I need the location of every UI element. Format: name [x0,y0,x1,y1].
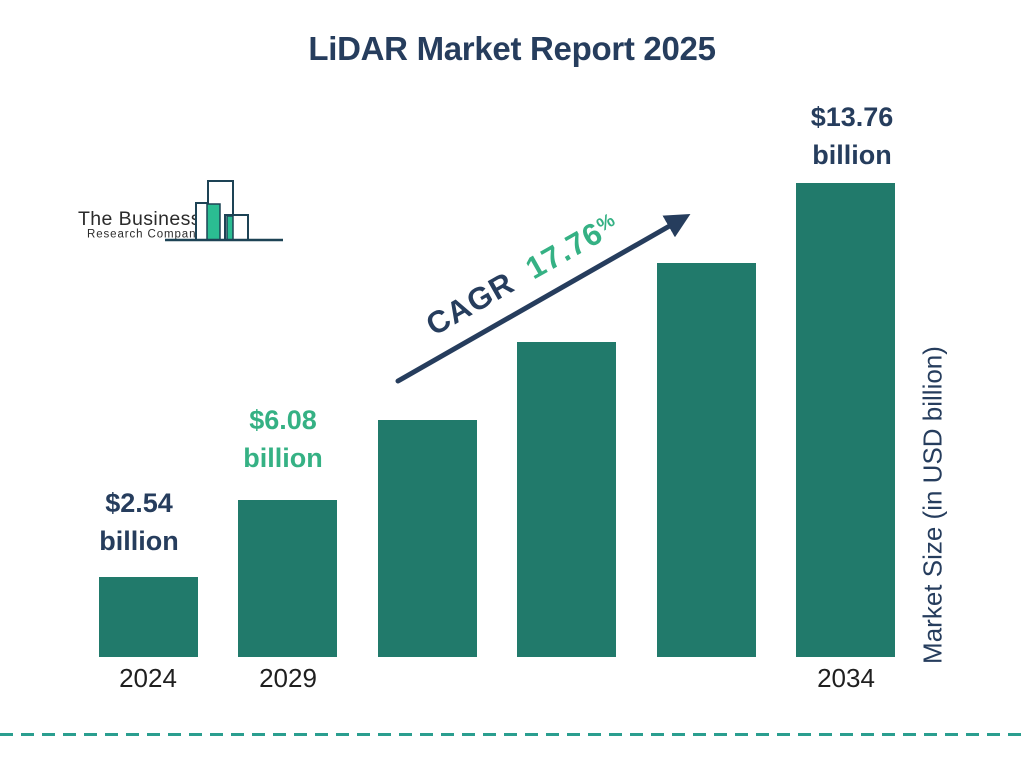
bar-2024 [99,577,198,657]
bar-forecast-2 [378,420,477,657]
value-unit: billion [99,526,179,556]
value-unit: billion [243,443,323,473]
logo-chart-icon: The Business Research Company [78,180,283,242]
x-axis-label-2024: 2024 [119,663,177,693]
cagr-arrow [395,214,691,384]
logo-text-line2: Research Company [87,229,203,241]
value-label-2034: $13.76 billion [762,98,942,174]
value-label-2024: $2.54 billion [49,484,229,560]
value-amount: $6.08 [249,405,317,435]
company-logo: The Business Research Company [75,168,287,246]
x-axis-label-2034: 2034 [817,663,875,693]
value-unit: billion [812,140,892,170]
bar-2029 [238,500,337,657]
bottom-dashed-line [0,733,1024,736]
value-label-2029: $6.08 billion [193,401,373,477]
bar-forecast-3 [517,342,616,657]
x-axis-label-2029: 2029 [259,663,317,693]
value-amount: $13.76 [810,102,894,132]
page-title: LiDAR Market Report 2025 [308,30,716,67]
bar-forecast-4 [657,263,756,657]
logo-text-line1: The Business [78,208,201,230]
value-amount: $2.54 [105,488,173,518]
y-axis-label: Market Size (in USD billion) [917,346,948,664]
bar-2034 [796,183,895,657]
